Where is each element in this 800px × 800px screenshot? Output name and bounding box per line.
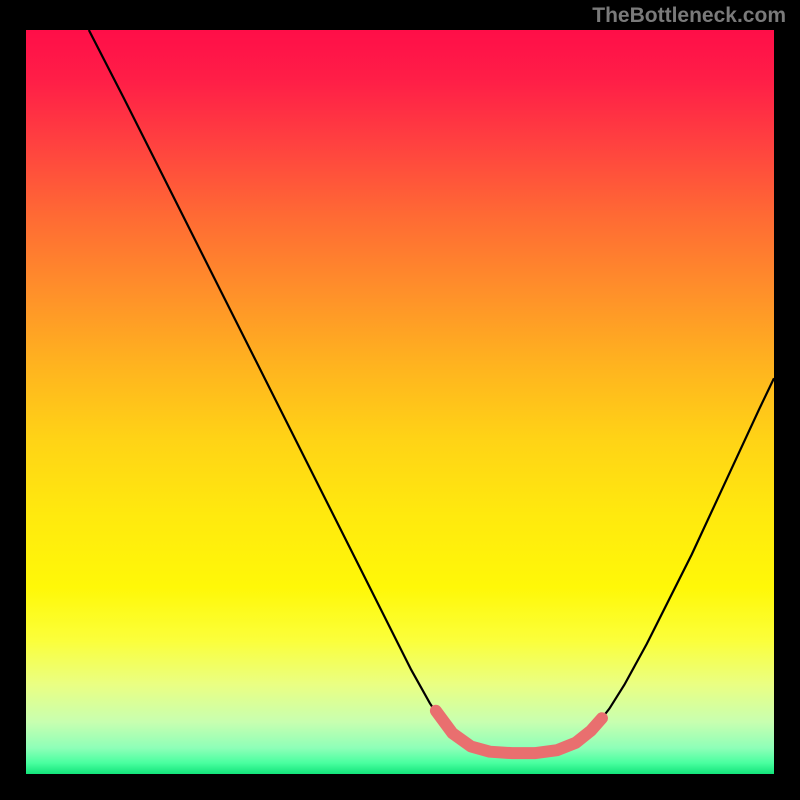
watermark-text: TheBottleneck.com [592, 4, 786, 28]
bottleneck-curve [89, 30, 774, 753]
chart-plot-area [26, 30, 774, 774]
chart-svg [26, 30, 774, 774]
bottleneck-highlight [436, 711, 602, 753]
